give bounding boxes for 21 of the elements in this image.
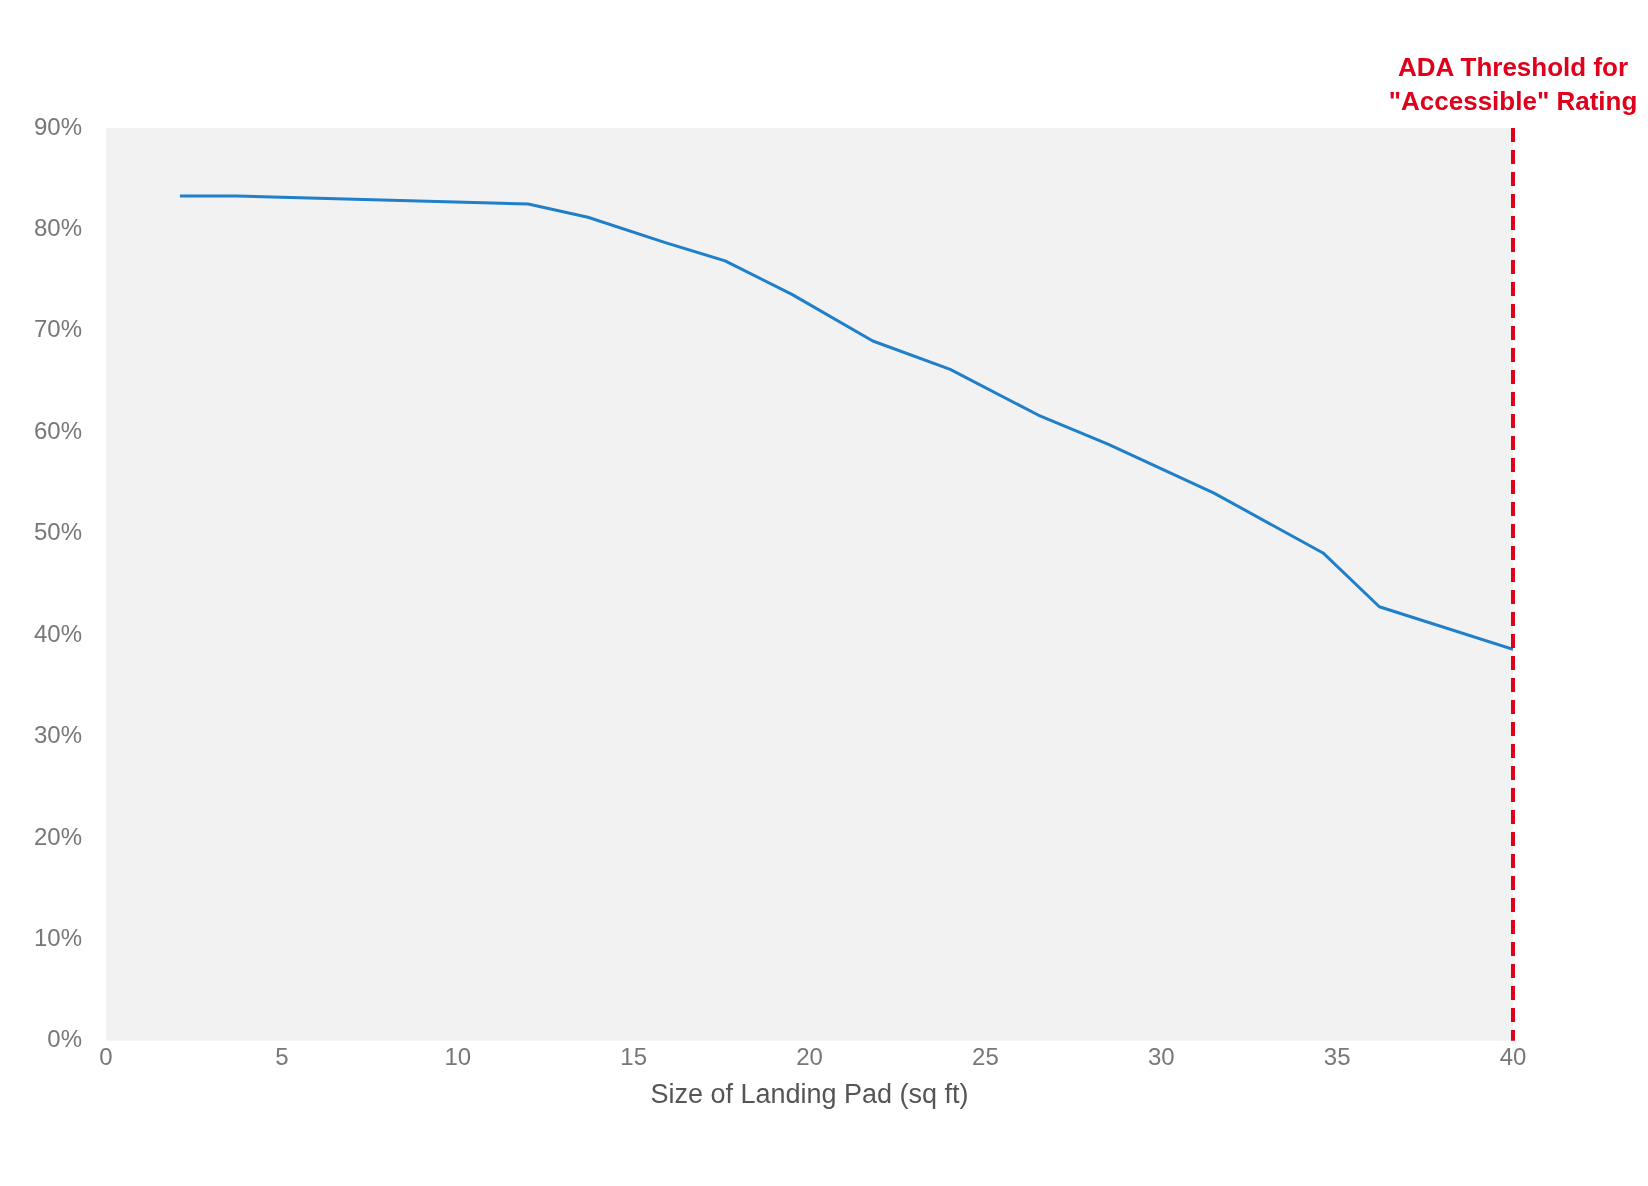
x-tick-label: 35 (1323, 1042, 1351, 1070)
x-tick-label: 5 (275, 1042, 289, 1070)
x-tick-label: 10 (444, 1042, 472, 1070)
y-tick-label: 90% (33, 112, 83, 140)
y-tick-label: 80% (33, 214, 83, 242)
ref-line-label: ADA Threshold for "Accessible" Rating (1388, 52, 1638, 117)
y-tick-label: 30% (33, 721, 83, 749)
x-tick-label: 40 (1499, 1042, 1527, 1070)
y-tick-label: 20% (33, 822, 83, 850)
y-tick-label: 40% (33, 619, 83, 647)
x-tick-label: 30 (1147, 1042, 1175, 1070)
x-tick-label: 25 (972, 1042, 999, 1070)
y-tick-label: 0% (47, 1025, 83, 1053)
y-tick-label: 70% (33, 315, 83, 343)
y-tick-label: 60% (33, 416, 83, 444)
x-axis-title: Size of Landing Pad (sq ft) (650, 1079, 969, 1110)
y-tick-label: 50% (33, 518, 83, 546)
y-tick-label: 10% (33, 924, 83, 951)
x-tick-label: 20 (796, 1042, 823, 1070)
x-tick-label: 15 (620, 1042, 647, 1070)
x-tick-label: 0 (99, 1042, 113, 1070)
